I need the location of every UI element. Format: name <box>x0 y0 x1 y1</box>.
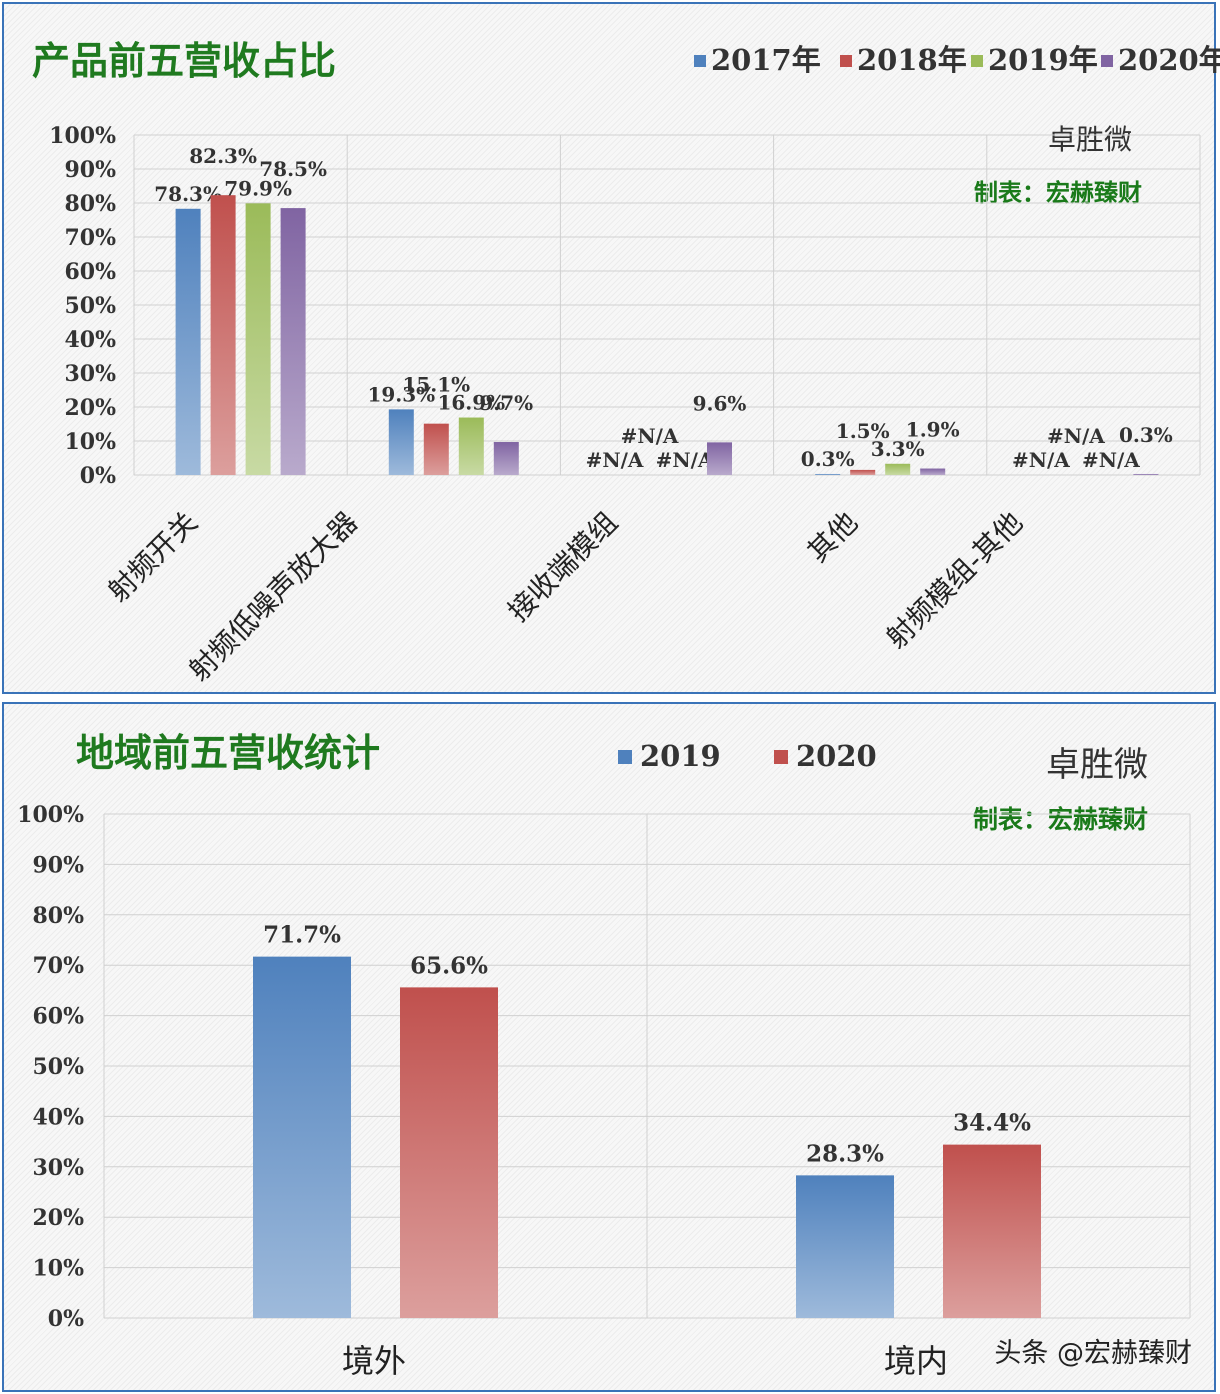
maker-label: 制表：宏赫臻财 <box>974 179 1142 207</box>
bar <box>493 442 519 475</box>
data-label: 65.6% <box>410 952 488 979</box>
category-label: 境外 <box>342 1342 406 1380</box>
category-label: 境内 <box>884 1342 948 1380</box>
bar <box>458 417 484 475</box>
legend-swatch <box>618 750 632 764</box>
y-tick-label: 70% <box>32 953 84 979</box>
data-label: 34.4% <box>953 1110 1031 1137</box>
data-label: 79.9% <box>224 176 292 200</box>
watermark: 头条 @宏赫臻财 <box>994 1338 1192 1369</box>
data-label: 78.5% <box>259 157 327 181</box>
y-tick-label: 10% <box>64 429 116 455</box>
chart-title: 地域前五营收统计 <box>76 730 380 775</box>
bar <box>920 468 946 475</box>
data-label: 9.6% <box>693 391 747 415</box>
y-tick-label: 40% <box>64 327 116 353</box>
region-revenue-chart-panel: 地域前五营收统计 卓胜微制表：宏赫臻财 2019 2020 0% 10% 20% 30% 40%… <box>2 702 1216 1392</box>
data-label: #N/A <box>1082 448 1140 472</box>
y-tick-label: 40% <box>32 1104 84 1130</box>
data-label: 15.1% <box>402 373 470 397</box>
data-label: 71.7% <box>263 922 341 949</box>
data-label: 1.9% <box>906 418 960 442</box>
bar <box>388 409 414 475</box>
legend-label: 2018年 <box>857 43 967 77</box>
category-label: 其他 <box>801 506 864 569</box>
y-tick-label: 20% <box>64 395 116 421</box>
legend-label: 2019年 <box>988 43 1098 77</box>
legend-swatch <box>774 750 788 764</box>
bar <box>175 208 201 475</box>
data-label: 9.7% <box>479 391 533 415</box>
y-tick-label: 90% <box>32 852 84 878</box>
bar <box>423 423 449 475</box>
chart-title: 产品前五营收占比 <box>32 38 336 83</box>
bar <box>815 473 841 475</box>
y-tick-label: 30% <box>64 361 116 387</box>
legend-swatch <box>694 55 706 67</box>
brand-label: 卓胜微 <box>1046 745 1148 785</box>
y-tick-label: 80% <box>64 191 116 217</box>
y-tick-label: 50% <box>32 1054 84 1080</box>
legend-label: 2020年 <box>1118 43 1220 77</box>
legend-swatch <box>840 55 852 67</box>
legend-label: 2019 <box>640 739 721 773</box>
y-tick-label: 70% <box>64 225 116 251</box>
y-tick-label: 0% <box>80 463 116 489</box>
data-label: 19.3% <box>367 382 435 406</box>
bar <box>850 469 876 475</box>
bar <box>1133 473 1159 475</box>
bar <box>245 203 271 475</box>
product-revenue-chart-panel: 产品前五营收占比卓胜微制表：宏赫臻财 2017年 2018年 2019年 2020年 0%… <box>2 2 1220 694</box>
data-label: 0.3% <box>801 447 855 471</box>
bar <box>796 1175 894 1318</box>
bar <box>943 1144 1041 1318</box>
y-tick-label: 20% <box>32 1205 84 1231</box>
y-tick-label: 0% <box>48 1306 84 1332</box>
data-label: #N/A <box>1012 448 1070 472</box>
legend-label: 2017年 <box>711 43 821 77</box>
bar <box>885 463 911 475</box>
category-label: 射频低噪声放大器 <box>182 506 364 688</box>
category-label: 射频开关 <box>101 506 204 609</box>
legend-label: 2020 <box>796 739 877 773</box>
data-label: #N/A <box>621 424 679 448</box>
y-tick-label: 90% <box>64 157 116 183</box>
legend-swatch <box>971 55 983 67</box>
bar <box>280 208 306 475</box>
brand-label: 卓胜微 <box>1048 123 1132 156</box>
y-tick-label: 100% <box>17 802 84 828</box>
y-tick-label: 100% <box>49 123 116 149</box>
data-label: #N/A <box>656 448 714 472</box>
y-tick-label: 30% <box>32 1155 84 1181</box>
y-tick-label: 50% <box>64 293 116 319</box>
data-label: 82.3% <box>189 144 257 168</box>
data-label: 3.3% <box>871 437 925 461</box>
category-label: 射频模组-其他 <box>880 506 1029 655</box>
bar <box>253 956 351 1318</box>
data-label: #N/A <box>1047 424 1105 448</box>
bar <box>400 987 498 1318</box>
maker-label: 制表：宏赫臻财 <box>973 805 1148 834</box>
bar <box>707 442 732 475</box>
data-label: 16.9% <box>437 391 505 415</box>
bar <box>210 195 236 475</box>
data-label: #N/A <box>586 448 644 472</box>
y-tick-label: 60% <box>64 259 116 285</box>
y-tick-label: 60% <box>32 1004 84 1030</box>
legend-swatch <box>1101 55 1113 67</box>
data-label: 1.5% <box>836 419 890 443</box>
y-tick-label: 10% <box>32 1256 84 1282</box>
data-label: 28.3% <box>806 1140 884 1167</box>
y-tick-label: 80% <box>32 903 84 929</box>
data-label: 0.3% <box>1119 423 1173 447</box>
category-label: 接收端模组 <box>502 506 624 628</box>
